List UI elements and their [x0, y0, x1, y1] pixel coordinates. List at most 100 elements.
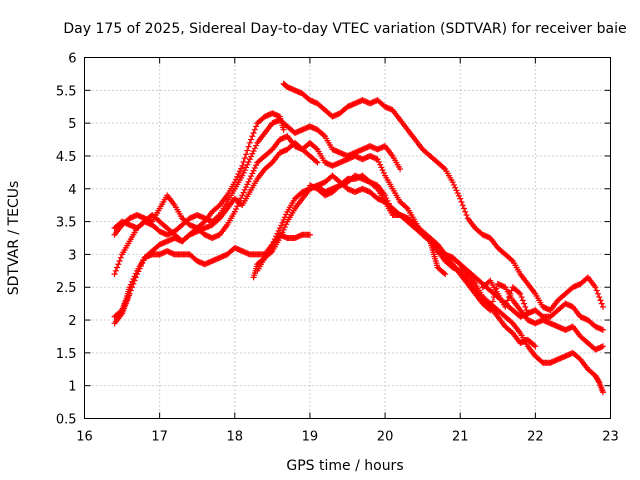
data-point — [458, 198, 465, 205]
data-point — [280, 226, 287, 233]
data-point — [523, 307, 530, 314]
x-tick-label: 16 — [76, 430, 93, 445]
data-point — [281, 214, 288, 221]
data-point — [460, 205, 467, 212]
data-point — [243, 164, 250, 171]
data-point — [440, 270, 447, 277]
x-tick-label: 20 — [377, 430, 394, 445]
data-point — [457, 195, 464, 202]
data-point — [231, 208, 238, 215]
data-point — [132, 274, 139, 281]
grid-lines — [84, 57, 611, 419]
data-point — [592, 284, 599, 291]
data-point — [488, 302, 495, 309]
data-point — [442, 271, 449, 278]
y-tick-labels: 0.5 1 1.5 2 2.5 3 3.5 4 4.5 5 5.5 6 — [56, 52, 77, 428]
data-point — [502, 303, 509, 310]
data-point — [280, 126, 287, 133]
data-point — [378, 164, 385, 171]
data-point — [251, 164, 258, 171]
data-point — [271, 236, 278, 243]
data-point — [596, 294, 603, 301]
data-point — [508, 256, 515, 263]
data-point — [249, 150, 256, 157]
data-point — [397, 166, 404, 173]
data-point — [380, 169, 387, 176]
data-point — [375, 158, 382, 165]
data-point — [241, 155, 248, 162]
data-point — [452, 184, 459, 191]
data-point — [516, 289, 523, 296]
x-tick-label: 17 — [151, 430, 168, 445]
x-tick-label: 18 — [227, 430, 244, 445]
data-point — [521, 300, 528, 307]
data-point — [532, 343, 539, 350]
x-tick-labels: 16 17 18 19 20 21 22 23 — [76, 430, 619, 445]
data-point — [244, 147, 251, 154]
data-point — [463, 212, 470, 219]
data-point — [117, 254, 124, 261]
data-point — [489, 298, 496, 305]
data-point — [127, 287, 134, 294]
data-point — [283, 221, 290, 228]
data-point — [503, 300, 510, 307]
data-point — [276, 235, 283, 241]
data-point — [248, 136, 255, 143]
data-point — [379, 167, 386, 174]
y-tick-label: 0.5 — [56, 413, 77, 428]
data-point — [238, 195, 245, 202]
data-point — [507, 290, 514, 297]
series-track-e — [111, 231, 313, 327]
data-point — [246, 175, 253, 182]
axis-ticks — [84, 57, 611, 419]
data-point — [126, 290, 133, 297]
data-point — [491, 294, 498, 301]
data-point — [280, 216, 287, 223]
data-point — [519, 297, 526, 304]
data-point — [241, 186, 248, 193]
data-point — [248, 173, 255, 180]
data-point — [276, 225, 283, 232]
data-point — [487, 307, 494, 314]
data-point — [135, 268, 142, 275]
data-point — [238, 165, 245, 172]
data-point — [320, 132, 327, 139]
data-point — [115, 261, 122, 268]
x-axis-title: GPS time / hours — [286, 458, 403, 474]
y-tick-label: 4.5 — [56, 150, 77, 165]
data-point — [273, 233, 280, 240]
data-point — [248, 153, 255, 160]
data-point — [524, 310, 531, 317]
series-track-d — [111, 139, 321, 320]
y-tick-label: 1 — [68, 380, 76, 395]
x-tick-label: 19 — [302, 430, 319, 445]
data-point — [314, 159, 321, 166]
data-point — [598, 300, 605, 307]
data-point — [270, 238, 277, 245]
data-point — [134, 271, 141, 278]
data-point — [455, 192, 462, 199]
data-point — [453, 187, 460, 194]
data-point — [140, 257, 147, 264]
data-point — [253, 162, 260, 169]
data-point — [250, 148, 257, 155]
data-point — [234, 203, 241, 210]
data-point — [240, 169, 247, 176]
data-marks — [111, 80, 606, 396]
data-point — [313, 158, 320, 165]
y-axis-title: SDTVAR / TECUs — [6, 181, 22, 296]
data-point — [449, 179, 456, 186]
data-point — [462, 208, 469, 215]
y-tick-label: 2 — [68, 314, 76, 329]
data-point — [403, 204, 410, 211]
y-tick-label: 2.5 — [56, 281, 77, 296]
data-point — [278, 222, 285, 229]
data-point — [377, 161, 384, 168]
data-point — [249, 170, 256, 177]
data-point — [313, 145, 320, 152]
data-point — [253, 142, 260, 149]
data-point — [279, 229, 286, 236]
x-tick-label: 23 — [602, 430, 619, 445]
y-tick-label: 1.5 — [56, 347, 77, 362]
data-point — [281, 224, 288, 231]
